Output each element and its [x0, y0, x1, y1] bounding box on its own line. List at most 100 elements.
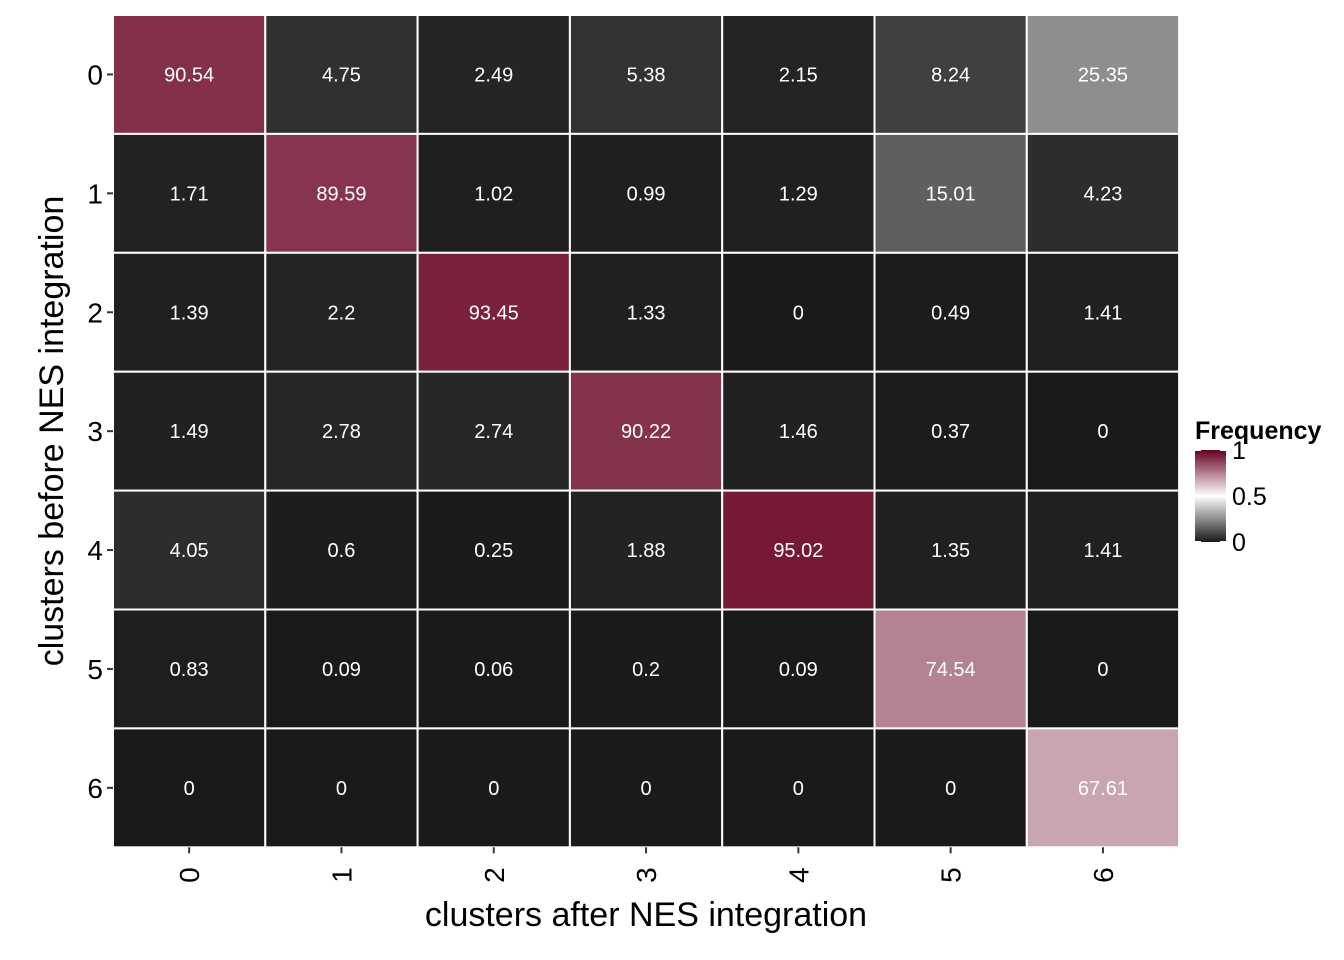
cell-value-label: 0.09: [322, 659, 361, 681]
heatmap-cell: [112, 489, 267, 611]
y-tick-label: 6: [87, 773, 103, 804]
heatmap-cell: [721, 132, 876, 254]
cell-value-label: 25.35: [1078, 64, 1128, 86]
cell-value-label: 0.37: [931, 421, 970, 443]
cell-value-label: 1.88: [627, 540, 666, 562]
cell-value-label: 0.83: [170, 659, 209, 681]
heatmap-cell: [112, 608, 267, 730]
y-tick-label: 1: [87, 178, 103, 209]
cell-value-label: 5.38: [627, 64, 666, 86]
heatmap-cell: [416, 132, 571, 254]
y-axis-title: clusters before NES integration: [33, 196, 71, 667]
heatmap-cell: [1025, 608, 1181, 730]
cell-value-label: 1.41: [1083, 540, 1122, 562]
heatmap-cell: [1025, 251, 1181, 373]
cell-value-label: 8.24: [931, 64, 970, 86]
heatmap-cells: 90.54 4.75 2.49 5.38 2.15 8.24 25.35 1.71 89.59 1…: [112, 14, 1181, 849]
heatmap-cell: [416, 251, 571, 373]
y-axis-ticks: 0 1 2 3 4 5 6: [87, 59, 113, 804]
heatmap-cell: [1025, 132, 1181, 254]
cell-value-label: 0.49: [931, 302, 970, 324]
cell-value-label: 1.35: [931, 540, 970, 562]
cell-value-label: 4.75: [322, 64, 361, 86]
cell-value-label: 4.23: [1083, 183, 1122, 205]
cell-value-label: 89.59: [316, 183, 366, 205]
cell-value-label: 1.33: [627, 302, 666, 324]
heatmap-cell: [568, 251, 724, 373]
cell-value-label: 0: [640, 778, 651, 800]
cell-value-label: 90.22: [621, 421, 671, 443]
cell-value-label: 1.41: [1083, 302, 1122, 324]
y-tick-label: 2: [87, 297, 103, 328]
cell-value-label: 0: [793, 778, 804, 800]
cell-value-label: 0.6: [328, 540, 356, 562]
cell-value-label: 4.05: [170, 540, 209, 562]
y-tick-label: 4: [87, 535, 103, 566]
heatmap-cell: [112, 727, 267, 849]
cell-value-label: 2.49: [474, 64, 513, 86]
x-axis-ticks: 0 1 2 3 4 5 6: [174, 847, 1119, 883]
heatmap-cell: [873, 727, 1028, 849]
cell-value-label: 74.54: [926, 659, 976, 681]
x-tick-label: 1: [326, 867, 357, 883]
cell-value-label: 0: [1097, 659, 1108, 681]
cell-value-label: 2.15: [779, 64, 818, 86]
cell-value-label: 0: [793, 302, 804, 324]
cell-value-label: 1.29: [779, 183, 818, 205]
x-tick-label: 5: [936, 867, 967, 883]
heatmap-cell: [112, 370, 267, 492]
legend-tick-label: 0: [1232, 529, 1246, 557]
x-tick-label: 0: [174, 867, 205, 883]
cell-value-label: 2.74: [474, 421, 513, 443]
cell-value-label: 1.02: [474, 183, 513, 205]
cell-value-label: 0: [488, 778, 499, 800]
y-tick-label: 5: [87, 654, 103, 685]
heatmap-cell: [264, 251, 419, 373]
cell-value-label: 15.01: [926, 183, 976, 205]
cell-value-label: 1.46: [779, 421, 818, 443]
legend-tick-label: 1: [1232, 437, 1246, 465]
cell-value-label: 0: [1097, 421, 1108, 443]
cell-value-label: 0.99: [627, 183, 666, 205]
heatmap-cell: [873, 251, 1028, 373]
y-tick-label: 0: [87, 59, 103, 90]
heatmap-cell: [1025, 370, 1181, 492]
cell-value-label: 95.02: [773, 540, 823, 562]
cell-value-label: 0.25: [474, 540, 513, 562]
heatmap-cell: [721, 727, 876, 849]
cell-value-label: 0: [184, 778, 195, 800]
heatmap-cell: [416, 14, 571, 135]
heatmap-cell: [112, 14, 267, 135]
cell-value-label: 93.45: [469, 302, 519, 324]
cell-value-label: 67.61: [1078, 778, 1128, 800]
x-tick-label: 3: [631, 867, 662, 883]
legend-ticks: 10.50: [1195, 437, 1267, 557]
heatmap-cell: [568, 727, 724, 849]
heatmap-cell: [416, 489, 571, 611]
x-tick-label: 2: [479, 867, 510, 883]
heatmap-cell: [264, 370, 419, 492]
cell-value-label: 1.49: [170, 421, 209, 443]
cell-value-label: 2.2: [328, 302, 356, 324]
cell-value-label: 0.06: [474, 659, 513, 681]
heatmap-cell: [873, 370, 1028, 492]
x-axis-title: clusters after NES integration: [425, 896, 867, 934]
cell-value-label: 90.54: [164, 64, 214, 86]
heatmap-cell: [264, 608, 419, 730]
y-tick-label: 3: [87, 416, 103, 447]
heatmap-cell: [873, 14, 1028, 135]
legend-tick-label: 0.5: [1232, 483, 1267, 511]
cell-value-label: 0: [945, 778, 956, 800]
heatmap-cell: [721, 608, 876, 730]
cell-value-label: 1.71: [170, 183, 209, 205]
heatmap-cell: [416, 608, 571, 730]
x-tick-label: 6: [1088, 867, 1119, 883]
legend-title: Frequency: [1195, 417, 1322, 445]
heatmap-cell: [721, 251, 876, 373]
heatmap-cell: [264, 14, 419, 135]
cell-value-label: 0: [336, 778, 347, 800]
cell-value-label: 0.2: [632, 659, 660, 681]
cell-value-label: 1.39: [170, 302, 209, 324]
heatmap-cell: [568, 14, 724, 135]
